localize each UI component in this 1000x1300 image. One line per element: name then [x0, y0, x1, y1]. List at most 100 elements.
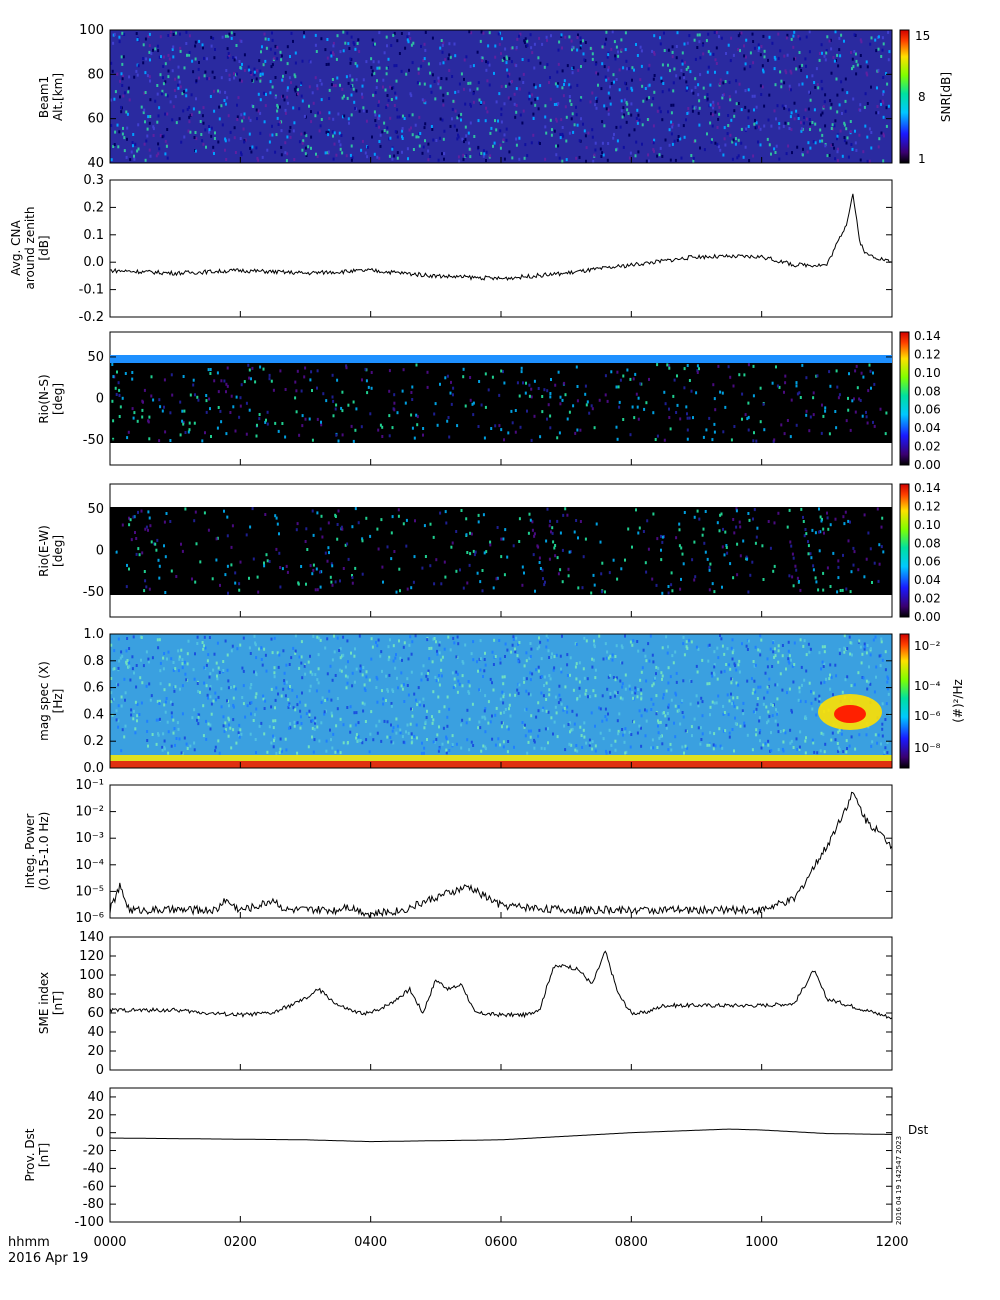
ytick-label: 1.0 — [83, 627, 104, 642]
beam1-cbar-label: SNR[dB] — [939, 72, 953, 122]
panel-rio-ew: 500-50 Rio(E-W) [deg] 0.140.120.100.080.… — [37, 481, 941, 624]
beam1-cbar-tick-0: 1 — [918, 152, 926, 166]
panel-dst: 40 20 0 -20 -40 -60 -80 -100 Prov. Dst [nT] Dst… — [23, 1087, 928, 1230]
rio-ns-speckle — [111, 363, 888, 443]
ytick-label: -20 — [83, 1144, 104, 1159]
ytick-label: 80 — [87, 987, 104, 1002]
xtick-label: 0600 — [484, 1235, 517, 1250]
ytick-label: 0.3 — [83, 173, 104, 188]
ytick-label: -60 — [83, 1179, 104, 1194]
sme-series-line — [109, 950, 893, 1020]
ytick-label: 10⁻² — [75, 805, 104, 820]
ytick-label: -0.1 — [79, 283, 104, 298]
magspec-ylabel-2: [Hz] — [51, 689, 65, 714]
dst-ylabel-2: [nT] — [37, 1143, 51, 1167]
rio-ew-yticks: 50 0 -50 — [83, 502, 892, 600]
cna-ylabel-1: Avg. CNA — [9, 220, 23, 276]
cbar-tick-label: 0.00 — [914, 458, 941, 472]
ytick-label: 0.1 — [83, 228, 104, 243]
magspec-yticks: 0.0 0.2 0.4 0.6 0.8 1.0 — [83, 627, 892, 776]
ytick-label: 40 — [87, 1090, 104, 1105]
ytick-label: 120 — [79, 949, 104, 964]
beam1-colorbar — [899, 29, 910, 164]
cbar-tick-label: 0.12 — [914, 347, 941, 361]
panel-integ: 10⁻⁶ 10⁻⁵ 10⁻⁴ 10⁻³ 10⁻² 10⁻¹ Integ. Power (0… — [23, 778, 893, 926]
magspec-ylabel-1: mag spec (X) — [37, 661, 51, 741]
cbar-tick-label: 0.10 — [914, 518, 941, 532]
rio-ns-colorbar — [899, 331, 910, 466]
panel-cna: 0.3 0.2 0.1 0.0 -0.1 -0.2 Avg. CNA around zen… — [9, 173, 893, 325]
xtick-label: 0000 — [93, 1235, 126, 1250]
cbar-tick-label: 10⁻⁸ — [914, 741, 941, 755]
ytick-label: 40 — [87, 156, 104, 171]
ytick-label: 0.0 — [83, 255, 104, 270]
cna-ylabel-2: around zenith — [23, 207, 37, 290]
ytick-label: 10⁻⁶ — [75, 911, 104, 926]
cna-series-line — [109, 193, 893, 281]
beam1-ylabel-1: Beam1 — [37, 76, 51, 118]
ytick-label: -50 — [83, 433, 104, 448]
ytick-label: 10⁻⁵ — [75, 884, 104, 899]
cbar-tick-label: 0.12 — [914, 499, 941, 513]
cbar-tick-label: 0.08 — [914, 536, 941, 550]
cbar-tick-label: 10⁻⁴ — [914, 679, 941, 693]
cbar-tick-label: 0.10 — [914, 366, 941, 380]
cbar-tick-label: 0.02 — [914, 592, 941, 606]
sme-ylabel-2: [nT] — [51, 991, 65, 1015]
x-axis-label-hhmm: hhmm — [8, 1235, 50, 1250]
magspec-cbar-label: (#)²/Hz — [951, 679, 965, 723]
cbar-tick-label: 10⁻⁶ — [914, 709, 941, 723]
xtick-label: 1200 — [875, 1235, 908, 1250]
ytick-label: 0 — [96, 1063, 104, 1078]
ytick-label: -50 — [83, 585, 104, 600]
cna-yticks: 0.3 0.2 0.1 0.0 -0.1 -0.2 — [79, 173, 892, 325]
cbar-tick-label: 0.02 — [914, 440, 941, 454]
ytick-label: 0 — [96, 544, 104, 559]
x-axis-date: 2016 Apr 19 — [8, 1251, 88, 1266]
rio-ns-ylabel-2: [deg] — [51, 383, 65, 415]
ytick-label: 100 — [79, 968, 104, 983]
integ-ylabel-2: (0.15-1.0 Hz) — [37, 812, 51, 891]
ytick-label: 50 — [87, 502, 104, 517]
cbar-tick-label: 10⁻² — [914, 639, 941, 653]
ytick-label: 0.0 — [83, 761, 104, 776]
ytick-label: -80 — [83, 1197, 104, 1212]
ytick-label: -100 — [74, 1215, 104, 1230]
panel-beam1: 40 60 80 100 Beam1 Alt.[km] 1 8 15 SNR[dB] — [37, 23, 953, 171]
ytick-label: 100 — [79, 23, 104, 38]
cna-ylabel-3: [dB] — [37, 235, 51, 260]
ytick-label: 10⁻³ — [75, 831, 104, 846]
dst-series-line — [110, 1128, 893, 1143]
cbar-tick-label: 0.14 — [914, 329, 941, 343]
cbar-tick-label: 0.14 — [914, 481, 941, 495]
sme-ylabel-1: SME index — [37, 972, 51, 1034]
ytick-label: 0.2 — [83, 734, 104, 749]
ytick-label: 20 — [87, 1044, 104, 1059]
integ-ylabel-1: Integ. Power — [23, 814, 37, 889]
rio-ew-cbar-ticks: 0.14 0.12 0.10 0.08 0.06 0.04 0.02 0.00 — [914, 481, 941, 624]
xtick-label: 0400 — [354, 1235, 387, 1250]
ytick-label: 0.4 — [83, 707, 104, 722]
cbar-tick-label: 0.06 — [914, 555, 941, 569]
integ-series-line — [109, 791, 893, 919]
ytick-label: 50 — [87, 350, 104, 365]
cbar-tick-label: 0.00 — [914, 610, 941, 624]
rio-ew-ylabel-1: Rio(E-W) — [37, 525, 51, 577]
rio-ns-ylabel-1: Rio(N-S) — [37, 374, 51, 423]
dst-yticks: 40 20 0 -20 -40 -60 -80 -100 — [74, 1090, 892, 1230]
integ-yticks: 10⁻⁶ 10⁻⁵ 10⁻⁴ 10⁻³ 10⁻² 10⁻¹ — [75, 778, 892, 926]
rio-ns-yticks: 50 0 -50 — [83, 350, 892, 448]
ytick-label: -0.2 — [79, 310, 104, 325]
ytick-label: 0.6 — [83, 681, 104, 696]
ytick-label: 10⁻¹ — [75, 778, 104, 793]
beam1-cbar-tick-1: 8 — [918, 90, 926, 104]
magspec-cbar-ticks: 10⁻² 10⁻⁴ 10⁻⁶ 10⁻⁸ — [914, 639, 941, 755]
stamp: 2016 04 19 142547 2023 — [895, 1136, 903, 1225]
ytick-label: 80 — [87, 67, 104, 82]
cbar-tick-label: 0.04 — [914, 421, 941, 435]
ytick-label: 0.8 — [83, 654, 104, 669]
ytick-label: 20 — [87, 1108, 104, 1123]
sme-yticks: 0 20 40 60 80 100 120 140 — [79, 930, 892, 1078]
rio-ew-colorbar — [899, 483, 910, 618]
ytick-label: 0.2 — [83, 200, 104, 215]
